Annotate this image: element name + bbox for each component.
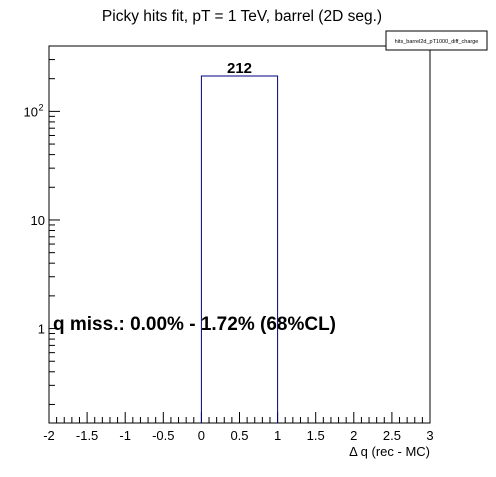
x-tick-label: 1 — [274, 428, 281, 443]
x-axis-label: Δ q (rec - MC) — [349, 444, 430, 459]
x-tick-label: 0.5 — [230, 428, 248, 443]
y-tick-label: 1 — [38, 322, 45, 337]
x-tick-label: -1.5 — [76, 428, 98, 443]
y-tick-label: 10 — [24, 104, 38, 119]
legend-label: hits_barrel2d_pT1000_diff_charge — [395, 39, 479, 45]
x-tick-label: 3 — [426, 428, 433, 443]
plot-frame — [48, 45, 431, 424]
y-tick-label: 10 — [31, 213, 45, 228]
histogram-bin — [200, 75, 279, 423]
chart-title: Picky hits fit, pT = 1 TeV, barrel (2D s… — [102, 8, 382, 25]
x-tick-label: -2 — [43, 428, 55, 443]
legend-box: hits_barrel2d_pT1000_diff_charge — [385, 30, 488, 51]
x-tick-label: 0 — [198, 428, 205, 443]
x-axis: -2 -1.5 -1 -0.5 0 0.5 1 1.5 2 2.5 3 — [43, 412, 434, 443]
legend-frame — [385, 30, 488, 51]
x-tick-label: -0.5 — [152, 428, 174, 443]
bin-value-label: 212 — [227, 60, 252, 77]
x-tick-label: 2.5 — [383, 428, 401, 443]
y-tick-exponent: 2 — [39, 102, 44, 112]
x-tick-label: 2 — [350, 428, 357, 443]
annotation-text: q miss.: 0.00% - 1.72% (68%CL) — [53, 314, 336, 335]
x-tick-label: 1.5 — [307, 428, 325, 443]
histogram: 212 — [200, 60, 279, 423]
x-tick-label: -1 — [119, 428, 131, 443]
